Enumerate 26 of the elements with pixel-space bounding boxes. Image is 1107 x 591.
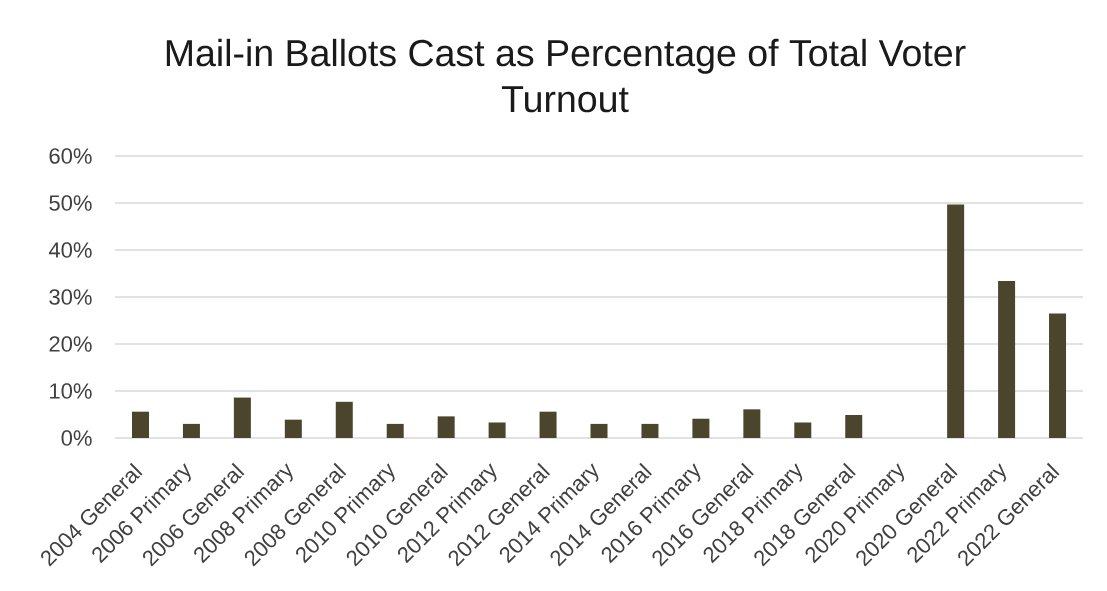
y-tick-label: 10% <box>50 383 92 399</box>
bar <box>437 416 455 438</box>
bar <box>794 422 812 438</box>
bar <box>1049 313 1067 438</box>
chart-title: Mail-in Ballots Cast as Percentage of Total Voter Turnout <box>166 38 966 113</box>
bar <box>692 418 710 438</box>
y-tick-label: 40% <box>48 242 92 258</box>
bar <box>386 423 404 438</box>
y-tick-label: 20% <box>49 336 92 352</box>
bar <box>998 281 1016 438</box>
bar <box>845 414 863 438</box>
bar <box>590 423 608 438</box>
bar <box>641 423 659 438</box>
y-tick-label: 30% <box>49 289 92 305</box>
bar <box>233 397 251 438</box>
y-tick-label: 50% <box>49 195 92 211</box>
bar <box>284 419 302 438</box>
bar <box>743 409 761 438</box>
bar <box>488 422 506 438</box>
bar <box>335 401 353 438</box>
bar <box>131 411 149 438</box>
y-tick-label: 60% <box>49 148 92 164</box>
bar <box>182 423 200 438</box>
y-tick-label: 0% <box>61 430 92 446</box>
bar <box>947 204 965 438</box>
bar <box>539 411 557 438</box>
